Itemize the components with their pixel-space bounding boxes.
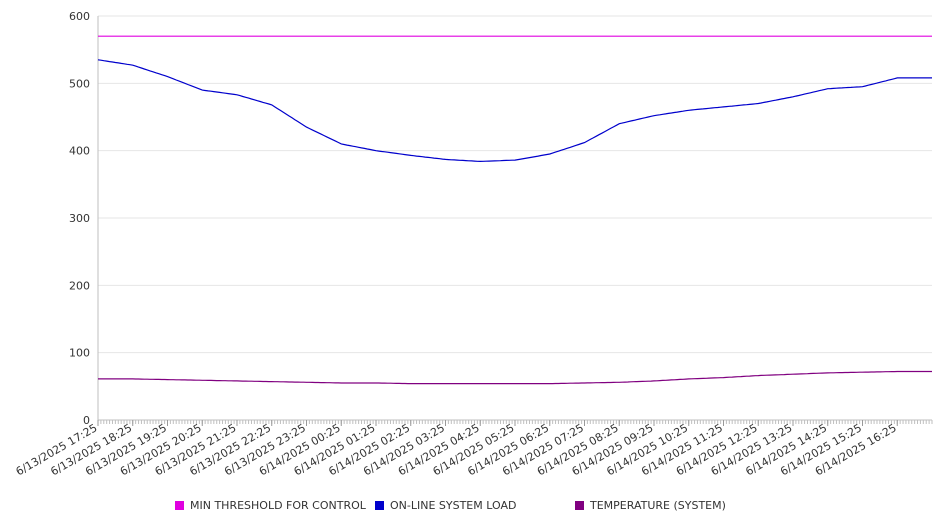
gridlines [98, 15, 932, 354]
y-tick-label: 0 [83, 414, 90, 427]
legend-label-min-threshold: MIN THRESHOLD FOR CONTROL [190, 498, 366, 512]
legend-swatch-min-threshold [175, 500, 184, 510]
legend-item-temperature: TEMPERATURE (SYSTEM) [575, 497, 726, 513]
y-axis-ticks: 0 100 200 300 400 500 600 [69, 10, 90, 427]
series-line-1 [97, 59, 932, 163]
series-lines [97, 35, 932, 385]
y-tick-label: 100 [69, 347, 90, 360]
y-tick-label: 500 [69, 77, 90, 90]
legend-label-temperature: TEMPERATURE (SYSTEM) [590, 498, 726, 512]
legend-item-min-threshold: MIN THRESHOLD FOR CONTROL [175, 497, 366, 513]
series-line-2 [98, 370, 932, 385]
legend-swatch-system-load [375, 500, 384, 510]
y-tick-label: 400 [69, 145, 90, 158]
legend-label-system-load: ON-LINE SYSTEM LOAD [390, 498, 517, 512]
x-axis-ticks: 6/13/2025 17:256/13/2025 18:256/13/2025 … [14, 421, 899, 478]
y-tick-label: 300 [69, 212, 90, 225]
y-tick-label: 600 [69, 10, 90, 23]
axes [97, 16, 933, 426]
chart-legend: MIN THRESHOLD FOR CONTROL ON-LINE SYSTEM… [0, 497, 946, 515]
y-tick-label: 200 [69, 279, 90, 292]
legend-item-system-load: ON-LINE SYSTEM LOAD [375, 497, 516, 513]
legend-swatch-temperature [575, 500, 584, 510]
